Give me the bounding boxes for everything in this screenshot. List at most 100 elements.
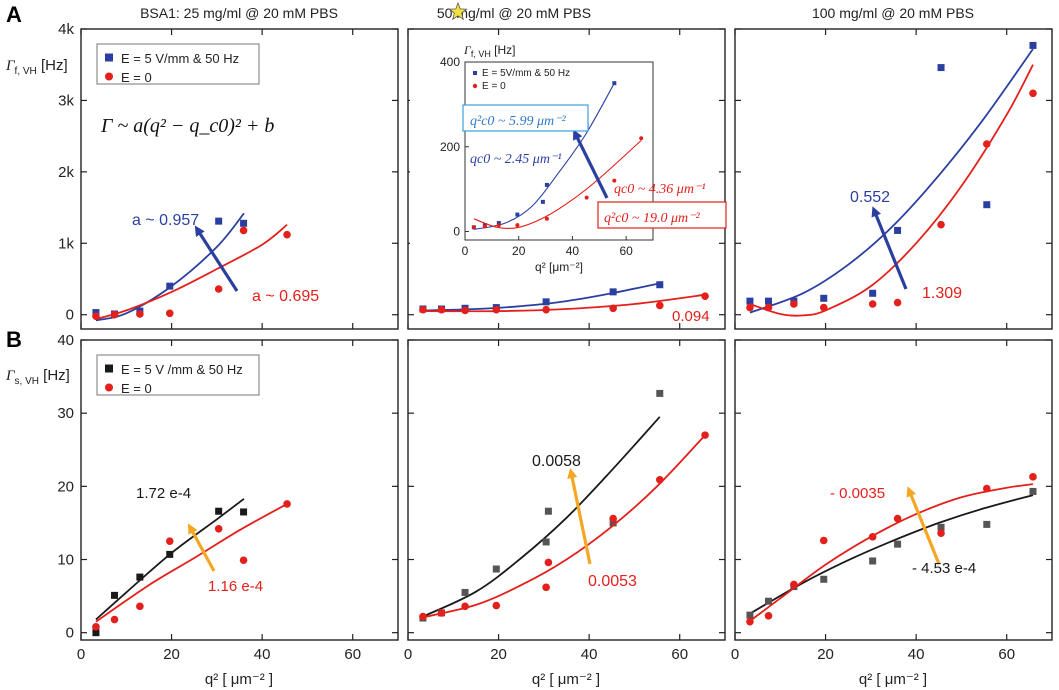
data-point <box>765 597 773 605</box>
data-point <box>110 615 119 624</box>
data-point <box>819 303 828 312</box>
y-tick-label: 40 <box>57 332 74 349</box>
data-point <box>437 305 446 314</box>
data-point <box>746 303 754 312</box>
y-tick-label: 30 <box>57 405 74 422</box>
star-icon <box>448 1 468 21</box>
data-point <box>894 226 902 234</box>
inset-data-point <box>515 223 520 228</box>
fit-line <box>422 282 660 312</box>
x-tick-label: 60 <box>344 646 361 663</box>
column-title: 50 mg/ml @ 20 mM PBS <box>437 5 591 21</box>
inset-frame <box>464 61 654 241</box>
inset-y-axis-label: Γf, VH [Hz] <box>463 43 516 59</box>
data-point <box>869 557 877 565</box>
data-point <box>215 507 223 515</box>
data-point <box>136 310 144 318</box>
fit-line <box>749 494 1034 615</box>
panel-B1: 0 20 40 60 0 10 20 30 40 1.72 e-4 1.16 e-4 <box>57 332 399 663</box>
x-tick-label: 0 <box>77 646 85 663</box>
inset-data-point <box>471 225 476 230</box>
panel-B3: 0 20 40 60 - 0.0035 - 4.53 e-4 <box>731 339 1053 663</box>
plot-frame <box>407 28 726 330</box>
data-point <box>1029 89 1037 98</box>
legend-marker <box>105 383 113 392</box>
data-point <box>820 294 828 302</box>
fit-line <box>422 434 706 619</box>
inset-legend-marker <box>472 83 478 89</box>
annotation-label: - 4.53 e-4 <box>912 560 976 577</box>
data-point <box>165 537 174 546</box>
fit-formula: Γ ~ a(q² − q_c0)² + b <box>100 115 274 137</box>
y-tick-label: 3k <box>58 92 74 109</box>
y-tick-label: 0 <box>66 307 74 324</box>
panel-A3: 0.552 1.309 <box>734 28 1053 330</box>
legend-label: E = 5 V/mm & 50 Hz <box>121 51 239 66</box>
data-point <box>1029 487 1037 495</box>
data-point <box>419 612 427 621</box>
data-point <box>461 602 469 611</box>
data-point <box>656 281 664 289</box>
data-point <box>655 475 664 484</box>
data-point <box>283 230 291 239</box>
x-tick-label: 40 <box>581 646 598 663</box>
legend-box <box>96 43 260 85</box>
trend-arrow <box>188 523 216 572</box>
plot-frame <box>734 339 1053 641</box>
trend-arrow <box>194 225 239 292</box>
data-point <box>544 507 552 515</box>
data-point <box>746 611 754 619</box>
inset-x-tick-label: 0 <box>462 244 469 258</box>
inset-background <box>410 38 713 278</box>
y-tick-label: 10 <box>57 552 74 569</box>
plot-frame <box>407 339 726 641</box>
data-point <box>982 484 991 493</box>
data-point <box>893 514 902 523</box>
text-span: [Hz] <box>37 57 68 74</box>
inset-y-tick-label: 200 <box>440 140 460 154</box>
data-point <box>937 523 945 531</box>
data-point <box>166 282 174 290</box>
data-point <box>239 226 248 235</box>
inset-annotation-box <box>462 104 589 132</box>
data-point <box>790 300 798 308</box>
data-point <box>239 556 248 565</box>
y-axis-label-a: Γf, VH [Hz] <box>5 57 68 77</box>
data-point <box>1029 41 1037 49</box>
inset-y-tick-label: 0 <box>453 225 460 239</box>
data-point <box>819 536 828 545</box>
x-tick-label: 20 <box>817 646 834 663</box>
x-tick-label: 20 <box>490 646 507 663</box>
y-tick-label: 0 <box>66 625 74 642</box>
fit-line <box>422 416 661 618</box>
data-point <box>609 304 617 313</box>
text-span: [Hz] <box>491 43 516 57</box>
column-title: BSA1: 25 mg/ml @ 20 mM PBS <box>140 5 338 21</box>
data-point <box>609 514 617 523</box>
annotation-label: 0.094 <box>672 308 710 325</box>
inset-trend-arrow <box>573 129 609 199</box>
annotation-label: - 0.0035 <box>830 485 885 502</box>
x-tick-label: 0 <box>404 646 412 663</box>
data-point <box>746 297 754 305</box>
y-axis-label-b: Γs, VH [Hz] <box>5 367 70 387</box>
annotation-label: 1.72 e-4 <box>136 485 191 502</box>
data-point <box>609 519 617 527</box>
data-point <box>110 310 119 319</box>
data-point <box>655 301 664 310</box>
data-point <box>764 303 773 312</box>
legend-marker <box>105 72 113 81</box>
annotation-label: 0.552 <box>850 189 890 206</box>
data-point <box>437 609 446 617</box>
x-axis-label: q² [ μm⁻² ] <box>532 671 600 688</box>
data-point <box>893 298 902 307</box>
plot-frame <box>80 28 399 330</box>
fit-line <box>749 48 1034 314</box>
data-point <box>136 602 144 611</box>
data-point <box>215 217 223 225</box>
y-tick-label: 4k <box>58 21 74 38</box>
data-point <box>894 540 902 548</box>
y-tick-label: 20 <box>57 478 74 495</box>
data-point <box>983 520 991 528</box>
data-point <box>461 588 469 596</box>
